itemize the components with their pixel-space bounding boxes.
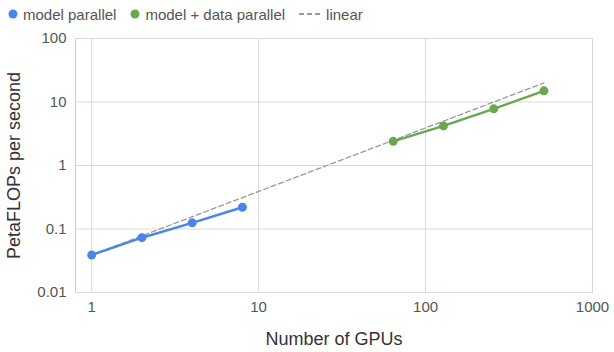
svg-text:0.1: 0.1 [46,220,67,237]
svg-text:1: 1 [88,298,96,315]
svg-text:PetaFLOPs per second: PetaFLOPs per second [4,72,24,259]
html-text:model + data parallel: model + data parallel [145,5,286,23]
html-text:model parallel: model parallel [23,5,117,23]
svg-text:Number of GPUs: Number of GPUs [265,329,402,349]
svg-text:10: 10 [50,93,67,110]
svg-text:100: 100 [413,298,438,315]
html-text:linear: linear [326,5,363,23]
svg-text:1: 1 [58,156,66,173]
svg-text:100: 100 [41,29,66,46]
svg-text:0.01: 0.01 [37,283,66,300]
svg-text:10: 10 [250,298,267,315]
svg-text:1000: 1000 [576,298,609,315]
